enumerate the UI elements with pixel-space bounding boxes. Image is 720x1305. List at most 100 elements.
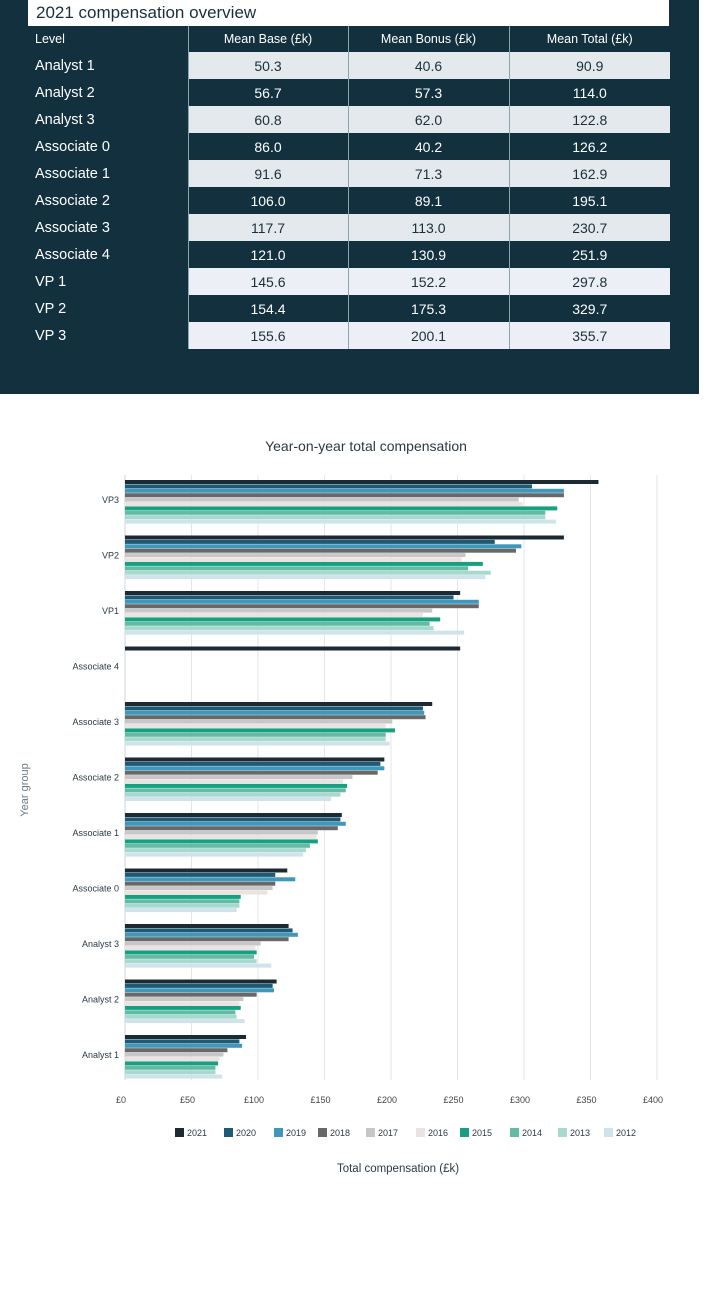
bars [125,480,599,1079]
legend-label: 2014 [522,1128,542,1138]
bar [125,613,423,617]
bar [125,608,433,613]
bar [125,757,385,762]
level-cell: VP 1 [28,268,188,295]
table-row: Analyst 3 60.8 62.0 122.8 [28,106,670,133]
bar [125,792,341,797]
table-title: 2021 compensation overview [36,3,257,22]
table-row: VP 2 154.4 175.3 329.7 [28,295,670,322]
level-cell: VP 3 [28,322,188,349]
base-cell: 117.7 [187,214,348,241]
total-cell: 90.9 [508,52,670,79]
x-tick-labels: £0 £50 £100 £150 £200 £250 £300 £350 £400 [116,1095,663,1105]
base-cell: 155.6 [187,322,348,349]
bar [125,493,564,498]
legend: 2021 2020 2019 2018 2017 2016 2015 2014 2013 2012 [175,1128,636,1138]
base-cell: 154.4 [187,295,348,322]
bar [125,506,558,511]
level-cell: Associate 3 [28,214,188,241]
y-tick-label: Associate 4 [72,662,119,672]
bonus-cell: 71.3 [347,160,509,187]
bar [125,928,293,933]
bar [125,877,296,882]
x-tick-label: £50 [180,1095,195,1105]
bar [125,899,240,904]
bar [125,890,268,895]
bar [125,979,277,984]
x-tick-label: £250 [443,1095,463,1105]
level-cell: VP 2 [28,295,188,322]
bar [125,946,256,950]
bar [125,1074,223,1079]
bar [125,617,441,622]
x-tick-label: £300 [510,1095,530,1105]
bar [125,937,289,942]
bar [125,630,465,635]
y-tick-label: Associate 0 [72,884,119,894]
bar [125,599,479,604]
table-header-row: Level Mean Base (£k) Mean Bonus (£k) Mea… [28,26,670,52]
total-cell: 355.7 [508,322,670,349]
bar [125,719,393,724]
legend-label: 2013 [570,1128,590,1138]
table-row: Associate 0 86.0 40.2 126.2 [28,133,670,160]
bar [125,539,495,544]
bonus-cell: 89.1 [347,187,509,214]
bar [125,515,546,520]
legend-label: 2016 [428,1128,448,1138]
bar [125,535,564,540]
bar [125,710,425,715]
bar [125,783,348,788]
base-cell: 56.7 [187,79,348,106]
bar [125,1010,236,1015]
legend-swatch [175,1128,184,1137]
y-tick-label: VP3 [102,495,119,505]
table-row: VP 1 145.6 152.2 297.8 [28,268,670,295]
total-cell: 162.9 [508,160,670,187]
legend-swatch [224,1128,233,1137]
bar [125,1057,220,1061]
bar [125,1048,228,1053]
bar [125,886,273,891]
table-row: VP 3 155.6 200.1 355.7 [28,322,670,349]
bar [125,706,423,711]
x-tick-label: £350 [576,1095,596,1105]
bar [125,894,241,899]
legend-label: 2021 [187,1128,207,1138]
level-cell: Analyst 1 [28,52,188,79]
level-cell: Associate 2 [28,187,188,214]
bar [125,817,341,822]
bar [125,1005,241,1010]
bar [125,544,522,549]
bar [125,839,318,844]
bonus-cell: 62.0 [347,106,509,133]
legend-swatch [274,1128,283,1137]
bonus-cell: 57.3 [347,79,509,106]
table-row: Analyst 2 56.7 57.3 114.0 [28,79,670,106]
bonus-cell: 175.3 [347,295,509,322]
bar [125,766,385,771]
bar [125,566,469,571]
bar [125,497,519,502]
bar [125,761,381,766]
bonus-cell: 200.1 [347,322,509,349]
total-cell: 126.2 [508,133,670,160]
bar [125,983,273,988]
bar [125,954,255,959]
bar [125,519,556,524]
table-row: Associate 3 117.7 113.0 230.7 [28,214,670,241]
bar [125,510,546,515]
bar [125,1019,245,1024]
bonus-cell: 40.6 [347,52,509,79]
header-mean-base: Mean Base (£k) [187,26,348,52]
compensation-table-panel: 2021 compensation overview Level Mean Ba… [0,0,699,394]
y-tick-label: Associate 3 [72,717,119,727]
level-cell: Associate 4 [28,241,188,268]
bar [125,626,434,631]
bar [125,830,318,835]
bar [125,1001,240,1006]
bar [125,868,288,873]
legend-label: 2015 [472,1128,492,1138]
legend-label: 2019 [286,1128,306,1138]
bar [125,843,310,848]
